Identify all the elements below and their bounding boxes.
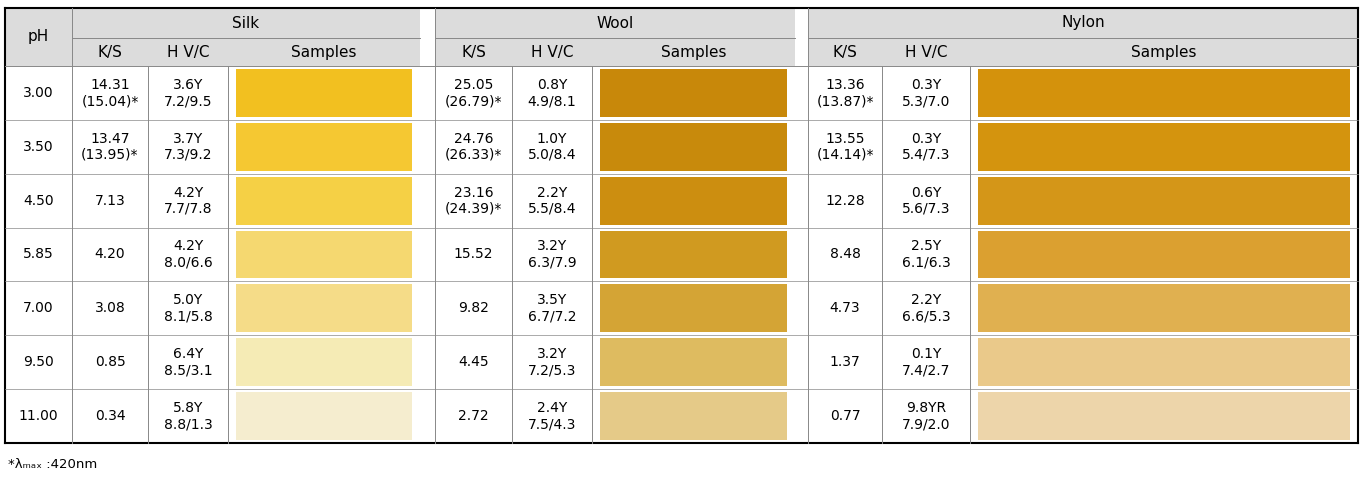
- Text: 1.37: 1.37: [830, 355, 860, 369]
- Bar: [600, 177, 786, 225]
- Bar: [979, 177, 1349, 225]
- Bar: [600, 392, 786, 440]
- Bar: [600, 231, 786, 278]
- Bar: [512, 8, 592, 66]
- Text: 4.45: 4.45: [458, 355, 489, 369]
- Text: 9.50: 9.50: [23, 355, 55, 369]
- Bar: [228, 8, 420, 66]
- Text: 5.85: 5.85: [23, 248, 55, 261]
- Bar: [979, 392, 1349, 440]
- Text: 3.6Y
7.2/9.5: 3.6Y 7.2/9.5: [164, 78, 213, 108]
- Text: 3.5Y
6.7/7.2: 3.5Y 6.7/7.2: [527, 293, 577, 323]
- Text: K/S: K/S: [833, 45, 857, 59]
- Bar: [600, 69, 786, 117]
- Text: 2.2Y
5.5/8.4: 2.2Y 5.5/8.4: [527, 186, 577, 216]
- Bar: [882, 8, 970, 66]
- Text: H V/C: H V/C: [530, 45, 574, 59]
- Text: 3.7Y
7.3/9.2: 3.7Y 7.3/9.2: [164, 132, 213, 162]
- Text: 15.52: 15.52: [454, 248, 493, 261]
- Text: 0.8Y
4.9/8.1: 0.8Y 4.9/8.1: [527, 78, 577, 108]
- Text: Silk: Silk: [233, 15, 259, 31]
- Text: 2.2Y
6.6/5.3: 2.2Y 6.6/5.3: [902, 293, 950, 323]
- Bar: [979, 123, 1349, 171]
- Text: K/S: K/S: [461, 45, 487, 59]
- Text: Samples: Samples: [1131, 45, 1197, 59]
- Bar: [236, 338, 412, 386]
- Bar: [5, 8, 72, 66]
- Text: 13.36
(13.87)*: 13.36 (13.87)*: [816, 78, 874, 108]
- Text: 0.3Y
5.4/7.3: 0.3Y 5.4/7.3: [902, 132, 950, 162]
- Text: 25.05
(26.79)*: 25.05 (26.79)*: [444, 78, 502, 108]
- Text: 8.48: 8.48: [830, 248, 860, 261]
- Bar: [600, 123, 786, 171]
- Text: 0.6Y
5.6/7.3: 0.6Y 5.6/7.3: [902, 186, 950, 216]
- Bar: [970, 8, 1358, 66]
- Bar: [435, 8, 512, 66]
- Text: 0.77: 0.77: [830, 409, 860, 423]
- Text: *λₘₐₓ :420nm: *λₘₐₓ :420nm: [8, 458, 97, 472]
- Text: 4.50: 4.50: [23, 194, 53, 207]
- Text: 6.4Y
8.5/3.1: 6.4Y 8.5/3.1: [164, 347, 213, 377]
- Text: Samples: Samples: [292, 45, 357, 59]
- Bar: [236, 123, 412, 171]
- Text: 1.0Y
5.0/8.4: 1.0Y 5.0/8.4: [527, 132, 577, 162]
- Bar: [236, 69, 412, 117]
- Bar: [72, 8, 149, 66]
- Bar: [979, 338, 1349, 386]
- Text: 7.00: 7.00: [23, 301, 53, 315]
- Text: Samples: Samples: [661, 45, 726, 59]
- Text: Nylon: Nylon: [1062, 15, 1105, 31]
- Bar: [592, 8, 795, 66]
- Text: pH: pH: [27, 30, 49, 45]
- Text: 13.47
(13.95)*: 13.47 (13.95)*: [82, 132, 139, 162]
- Text: 0.1Y
7.4/2.7: 0.1Y 7.4/2.7: [902, 347, 950, 377]
- Text: 9.8YR
7.9/2.0: 9.8YR 7.9/2.0: [902, 401, 950, 431]
- Text: H V/C: H V/C: [905, 45, 947, 59]
- Text: 2.5Y
6.1/6.3: 2.5Y 6.1/6.3: [902, 240, 950, 270]
- Text: 4.2Y
7.7/7.8: 4.2Y 7.7/7.8: [164, 186, 213, 216]
- Text: 3.00: 3.00: [23, 86, 53, 100]
- Bar: [600, 338, 786, 386]
- Text: 3.50: 3.50: [23, 140, 53, 154]
- Text: 4.20: 4.20: [94, 248, 125, 261]
- Text: 7.13: 7.13: [94, 194, 125, 207]
- Text: 11.00: 11.00: [19, 409, 59, 423]
- Text: 0.3Y
5.3/7.0: 0.3Y 5.3/7.0: [902, 78, 950, 108]
- Text: 4.73: 4.73: [830, 301, 860, 315]
- Bar: [979, 69, 1349, 117]
- Bar: [808, 8, 882, 66]
- Bar: [149, 8, 228, 66]
- Text: 2.4Y
7.5/4.3: 2.4Y 7.5/4.3: [527, 401, 577, 431]
- Text: 5.8Y
8.8/1.3: 5.8Y 8.8/1.3: [164, 401, 213, 431]
- Text: 2.72: 2.72: [458, 409, 489, 423]
- Bar: [236, 231, 412, 278]
- Text: 24.76
(26.33)*: 24.76 (26.33)*: [444, 132, 502, 162]
- Bar: [236, 285, 412, 332]
- Bar: [236, 177, 412, 225]
- Text: 4.2Y
8.0/6.6: 4.2Y 8.0/6.6: [164, 240, 213, 270]
- Text: 0.85: 0.85: [94, 355, 125, 369]
- Bar: [979, 231, 1349, 278]
- Text: 3.2Y
6.3/7.9: 3.2Y 6.3/7.9: [527, 240, 577, 270]
- Text: 0.34: 0.34: [94, 409, 125, 423]
- Text: 13.55
(14.14)*: 13.55 (14.14)*: [816, 132, 874, 162]
- Text: 9.82: 9.82: [458, 301, 489, 315]
- Bar: [600, 285, 786, 332]
- Bar: [236, 392, 412, 440]
- Text: 23.16
(24.39)*: 23.16 (24.39)*: [444, 186, 502, 216]
- Text: 5.0Y
8.1/5.8: 5.0Y 8.1/5.8: [164, 293, 213, 323]
- Text: H V/C: H V/C: [166, 45, 210, 59]
- Text: 14.31
(15.04)*: 14.31 (15.04)*: [82, 78, 139, 108]
- Bar: [979, 285, 1349, 332]
- Text: Wool: Wool: [597, 15, 634, 31]
- Text: K/S: K/S: [98, 45, 123, 59]
- Text: 3.08: 3.08: [94, 301, 125, 315]
- Text: 12.28: 12.28: [825, 194, 864, 207]
- Text: 3.2Y
7.2/5.3: 3.2Y 7.2/5.3: [527, 347, 577, 377]
